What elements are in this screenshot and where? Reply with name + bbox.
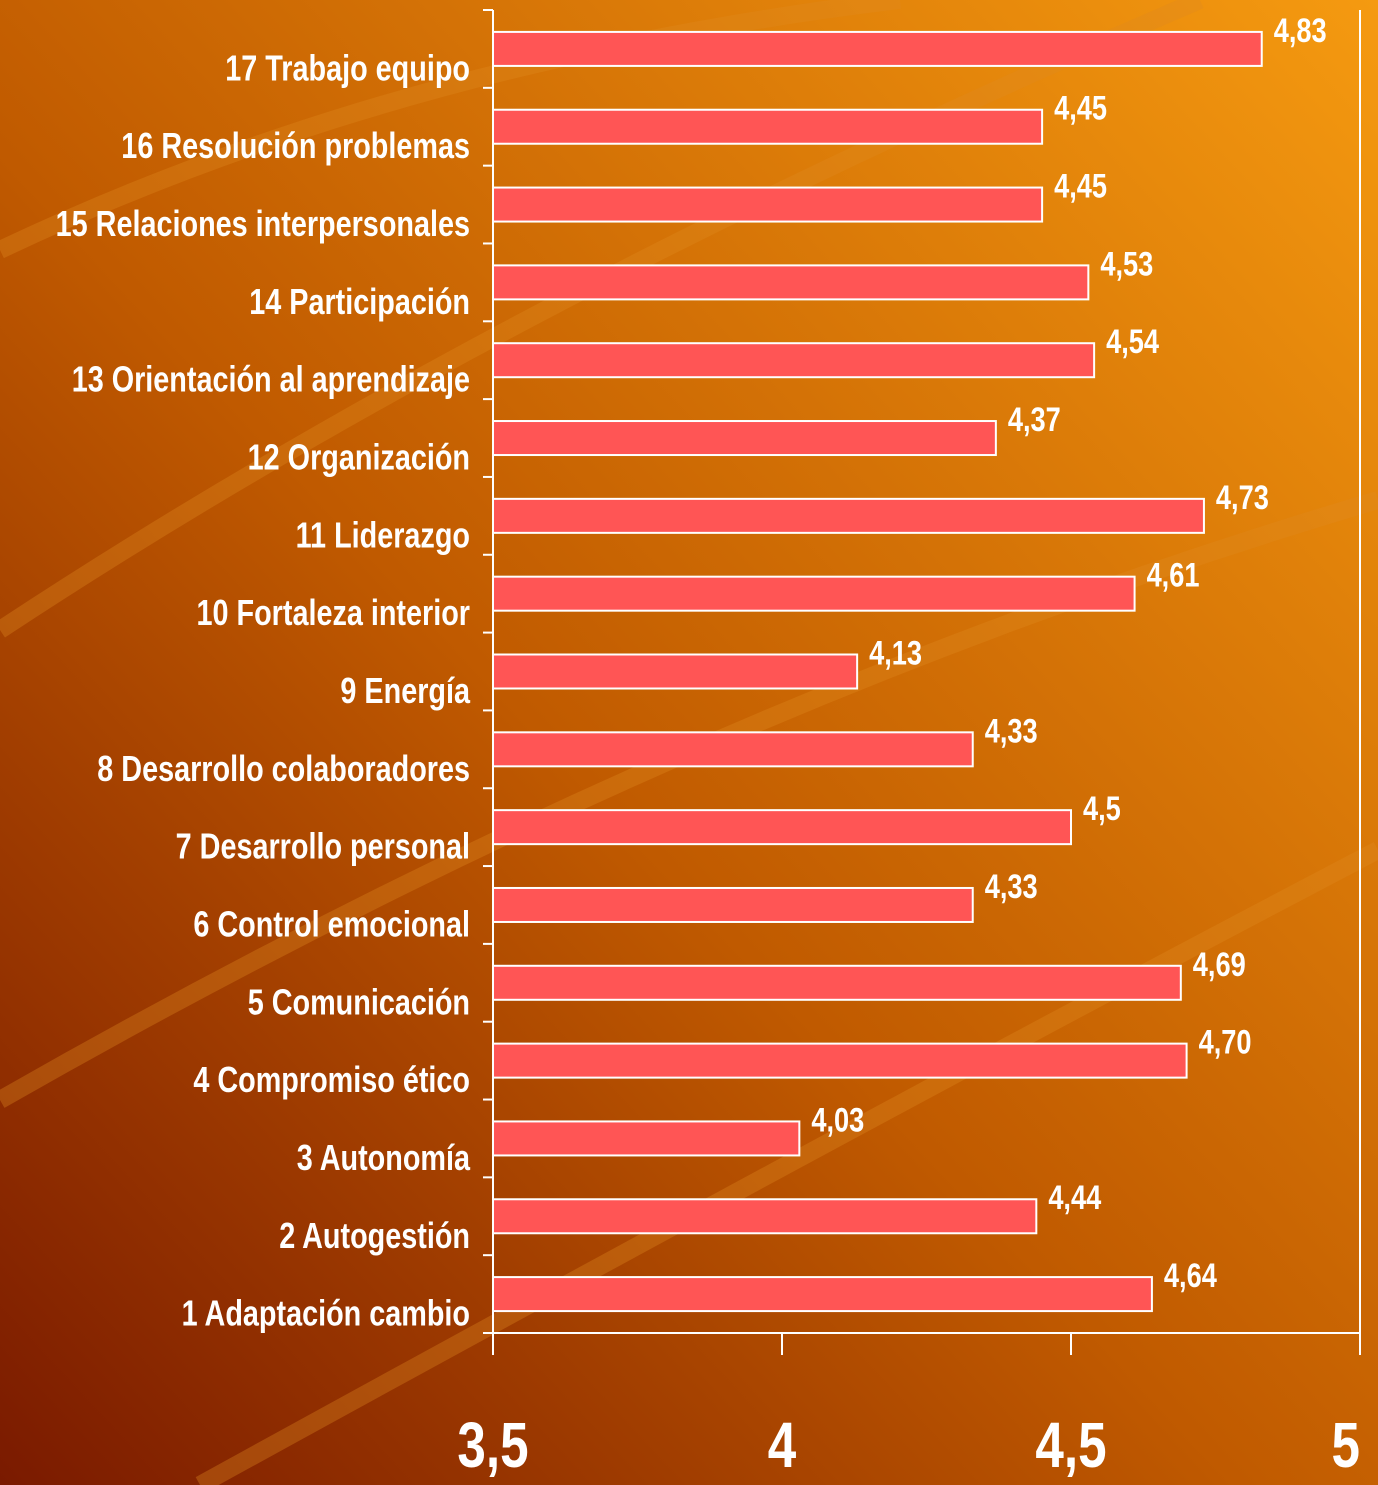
bar — [493, 1199, 1036, 1233]
category-label: 4 Compromiso ético — [193, 1059, 470, 1100]
bar — [493, 1121, 799, 1155]
value-label: 4,70 — [1199, 1023, 1252, 1062]
value-label: 4,13 — [869, 634, 922, 673]
bar — [493, 1044, 1187, 1078]
category-label: 6 Control emocional — [193, 903, 470, 944]
x-tick-label: 5 — [1332, 1411, 1360, 1482]
x-tick-label: 4 — [768, 1411, 796, 1482]
value-label: 4,33 — [985, 711, 1038, 750]
category-label: 2 Autogestión — [279, 1215, 470, 1256]
value-label: 4,83 — [1274, 11, 1327, 50]
category-label: 14 Participación — [249, 281, 470, 322]
category-label: 3 Autonomía — [297, 1137, 471, 1178]
bar — [493, 1277, 1152, 1311]
bar — [493, 32, 1262, 66]
value-label: 4,44 — [1048, 1178, 1101, 1217]
bar — [493, 421, 996, 455]
value-label: 4,37 — [1008, 400, 1061, 439]
category-label: 8 Desarrollo colaboradores — [97, 748, 470, 789]
value-label: 4,54 — [1106, 322, 1159, 361]
x-tick-label: 3,5 — [457, 1411, 528, 1482]
category-label: 11 Liderazgo — [296, 514, 470, 555]
category-label: 1 Adaptación cambio — [182, 1292, 470, 1333]
category-label: 12 Organización — [248, 436, 470, 477]
bar — [493, 265, 1088, 299]
category-label: 17 Trabajo equipo — [225, 47, 470, 88]
bar — [493, 810, 1071, 844]
bar — [493, 655, 857, 689]
value-label: 4,53 — [1100, 244, 1153, 283]
page: {"chart_data": {"type": "barh", "categor… — [0, 0, 1378, 1485]
value-label: 4,03 — [811, 1100, 864, 1139]
category-label: 9 Energía — [340, 670, 470, 711]
bar — [493, 732, 973, 766]
category-label: 15 Relaciones interpersonales — [56, 203, 470, 244]
category-label: 16 Resolución problemas — [121, 125, 470, 166]
value-label: 4,5 — [1083, 789, 1121, 828]
value-label: 4,61 — [1147, 556, 1200, 595]
category-label: 5 Comunicación — [248, 981, 470, 1022]
bar — [493, 188, 1042, 222]
bar — [493, 966, 1181, 1000]
bar — [493, 110, 1042, 144]
bar — [493, 577, 1135, 611]
value-label: 4,64 — [1164, 1256, 1217, 1295]
category-label: 7 Desarrollo personal — [176, 826, 470, 867]
category-label: 10 Fortaleza interior — [196, 592, 470, 633]
value-label: 4,45 — [1054, 167, 1107, 206]
x-tick-label: 4,5 — [1035, 1411, 1106, 1482]
value-label: 4,33 — [985, 867, 1038, 906]
value-label: 4,69 — [1193, 945, 1246, 984]
value-label: 4,73 — [1216, 478, 1269, 517]
value-label: 4,45 — [1054, 89, 1107, 128]
bar — [493, 343, 1094, 377]
bar — [493, 499, 1204, 533]
category-label: 13 Orientación al aprendizaje — [72, 359, 470, 400]
bar — [493, 888, 973, 922]
chart: 1 Adaptación cambio 2 Autogestión 3 Autono… — [0, 0, 1378, 1485]
